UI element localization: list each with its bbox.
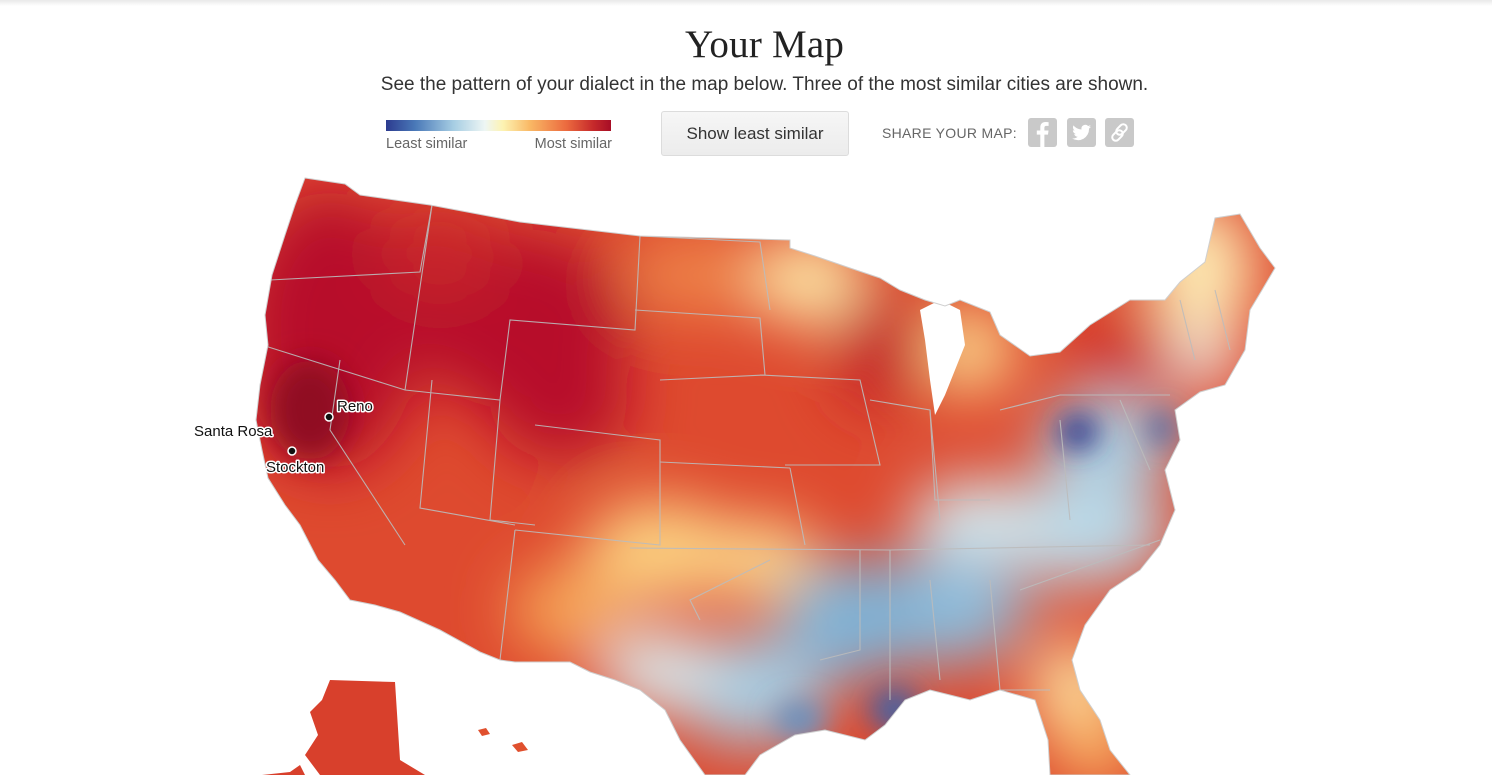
link-icon (1105, 118, 1134, 147)
city-marker-stockton (287, 446, 297, 456)
alaska-shape (262, 680, 425, 775)
hawaii-shape (478, 728, 528, 752)
top-shadow (0, 0, 1492, 6)
city-marker-reno (324, 412, 334, 422)
page-subtitle: See the pattern of your dialect in the m… (380, 74, 1149, 95)
city-stockton: Stockton (265, 446, 326, 478)
twitter-share-button[interactable] (1067, 118, 1096, 147)
legend-gradient-bar (386, 120, 611, 131)
page-title: Your Map (684, 23, 845, 66)
city-label-reno: Reno (337, 398, 373, 415)
city-label-stockton: Stockton (266, 459, 324, 476)
city-label-santa-rosa: Santa Rosa (194, 423, 273, 440)
copy-link-button[interactable] (1105, 118, 1134, 147)
continental-us-heatmap (256, 178, 1275, 775)
city-reno: Reno (324, 397, 374, 422)
legend-low-label: Least similar (386, 136, 468, 152)
dialect-similarity-map: Santa Rosa Reno Stockton (193, 177, 1276, 775)
color-legend: Least similar Most similar (386, 120, 612, 154)
legend-high-label: Most similar (534, 136, 612, 152)
facebook-share-button[interactable] (1028, 118, 1057, 147)
lake-michigan (920, 300, 965, 415)
us-outline (255, 177, 1276, 775)
show-least-similar-button[interactable]: Show least similar (661, 111, 849, 156)
twitter-icon (1067, 118, 1096, 147)
facebook-icon (1028, 118, 1057, 147)
city-santa-rosa: Santa Rosa (193, 422, 275, 442)
share-label: SHARE YOUR MAP: (882, 125, 1017, 141)
